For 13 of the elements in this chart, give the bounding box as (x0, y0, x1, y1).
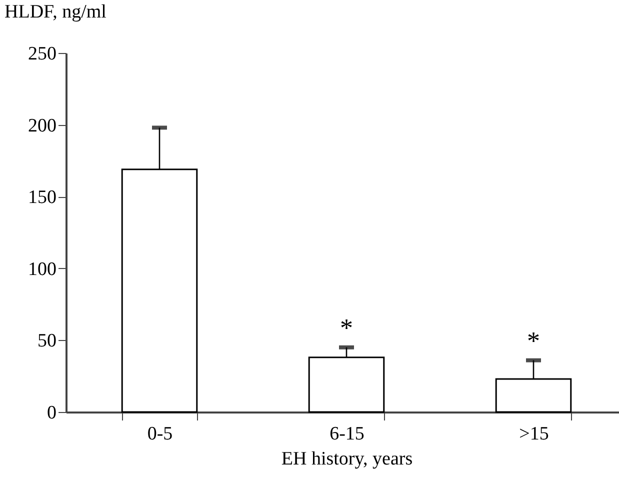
y-tick-label: 0 (47, 402, 56, 424)
y-tick-label: 100 (28, 258, 56, 280)
y-tick-label: 200 (28, 115, 56, 136)
x-tick-label: 6-15 (330, 424, 364, 444)
y-tick-label: 150 (28, 187, 56, 208)
annotation: * (340, 313, 353, 342)
y-tick-label: 250 (28, 44, 56, 64)
x-tick-label: >15 (519, 424, 549, 444)
annotation: * (527, 326, 540, 356)
y-axis-title: HLDF, ng/ml (4, 2, 106, 22)
y-tick-label: 50 (38, 330, 56, 352)
x-axis-title: EH history, years (281, 448, 413, 470)
x-tick-label: 0-5 (147, 424, 173, 444)
